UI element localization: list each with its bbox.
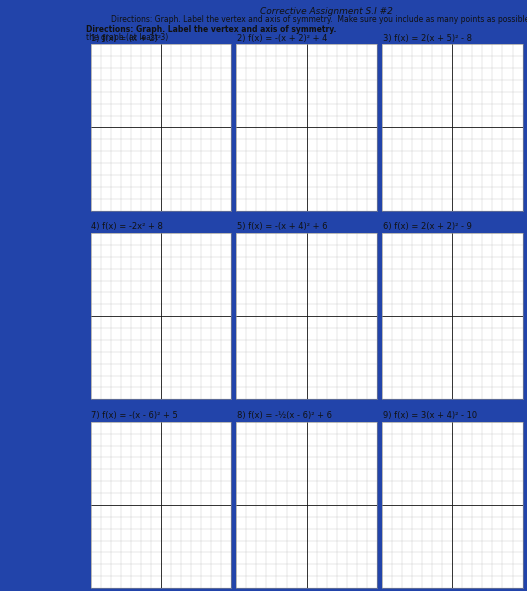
Text: Directions: Graph. Label the vertex and axis of symmetry.: Directions: Graph. Label the vertex and … xyxy=(86,25,337,34)
Text: 2) f(x) = -(x + 2)² + 4: 2) f(x) = -(x + 2)² + 4 xyxy=(237,34,328,43)
Text: 9) f(x) = 3(x + 4)² - 10: 9) f(x) = 3(x + 4)² - 10 xyxy=(383,411,477,420)
Text: 7) f(x) = -(x - 6)² + 5: 7) f(x) = -(x - 6)² + 5 xyxy=(92,411,178,420)
Text: 1) f(x) = (x + 2)²: 1) f(x) = (x + 2)² xyxy=(92,34,161,43)
Text: the graph (at least 3): the graph (at least 3) xyxy=(86,33,169,42)
Text: 4) f(x) = -2x² + 8: 4) f(x) = -2x² + 8 xyxy=(92,222,163,231)
Text: Directions: Graph. Label the vertex and axis of symmetry.  Make sure you include: Directions: Graph. Label the vertex and … xyxy=(112,15,527,24)
Text: 5) f(x) = -(x + 4)² + 6: 5) f(x) = -(x + 4)² + 6 xyxy=(237,222,328,231)
Text: 6) f(x) = 2(x + 2)² - 9: 6) f(x) = 2(x + 2)² - 9 xyxy=(383,222,472,231)
Text: Corrective Assignment S.I #2: Corrective Assignment S.I #2 xyxy=(260,7,393,16)
Text: 8) f(x) = -½(x - 6)² + 6: 8) f(x) = -½(x - 6)² + 6 xyxy=(237,411,332,420)
Text: 3) f(x) = 2(x + 5)² - 8: 3) f(x) = 2(x + 5)² - 8 xyxy=(383,34,472,43)
